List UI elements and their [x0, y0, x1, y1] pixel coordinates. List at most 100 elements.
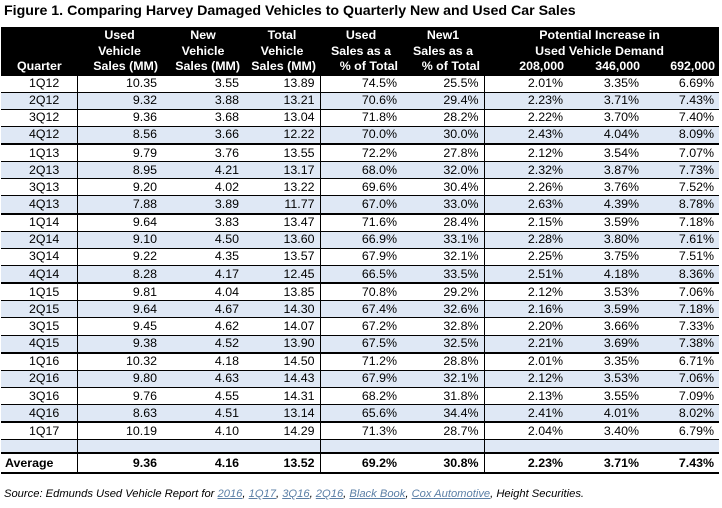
cell-demand-346000: 3.53%: [568, 370, 644, 389]
cell-demand-208000: 2.41%: [484, 404, 568, 424]
cell-used-sales: 8.95: [76, 161, 162, 180]
cell-total-sales: 13.14: [244, 404, 320, 424]
cell-demand-692000: 6.69%: [644, 75, 720, 93]
source-separator: ,: [405, 488, 412, 500]
cell-used-sales: 9.76: [76, 387, 162, 406]
table-row: 2Q14 9.10 4.50 13.60 66.9% 33.1% 2.28% 3.80% 7.6…: [1, 231, 720, 249]
table-row: 1Q15 9.81 4.04 13.85 70.8% 29.2% 2.12% 3.53% 7.0…: [1, 283, 720, 302]
table-row: 2Q16 9.80 4.63 14.43 67.9% 32.1% 2.12% 3.53% 7.0…: [1, 370, 720, 389]
cell-used-pct: 67.5%: [319, 335, 402, 354]
cell-demand-346000: 3.69%: [568, 335, 644, 354]
header-quarter: Quarter: [1, 58, 77, 76]
cell-used-pct: 74.5%: [319, 75, 402, 93]
cell-total-sales: 13.90: [244, 335, 320, 354]
source-note: Source: Edmunds Used Vehicle Report for …: [4, 488, 584, 500]
cell-used-sales: 8.28: [76, 265, 162, 285]
cell-total-sales: 13.04: [244, 109, 320, 127]
header-demand-208000: 208,000: [484, 58, 568, 76]
average-cell-demand-346000: 3.71%: [568, 453, 644, 475]
spacer-cell: [76, 439, 162, 455]
sales-table: Used New Total Used New1 Potential Incre…: [1, 27, 720, 475]
table-row: 1Q14 9.64 3.83 13.47 71.6% 28.4% 2.15% 3.59% 7.1…: [1, 213, 720, 232]
source-link-black-book[interactable]: Black Book: [349, 488, 406, 500]
cell-new-pct: 32.1%: [402, 370, 485, 389]
spacer-cell: [244, 439, 320, 455]
cell-new-sales: 3.88: [162, 92, 244, 110]
cell-new-pct: 28.2%: [402, 109, 485, 127]
cell-used-sales: 9.64: [76, 300, 162, 319]
cell-demand-692000: 7.07%: [644, 144, 720, 163]
spacer-row: [1, 439, 720, 455]
cell-used-pct: 70.0%: [319, 126, 402, 146]
cell-new-pct: 27.8%: [402, 144, 485, 163]
cell-demand-692000: 8.78%: [644, 195, 720, 215]
header-used-pct-line3: % of Total: [320, 58, 402, 76]
cell-demand-208000: 2.12%: [484, 370, 568, 389]
cell-demand-346000: 3.87%: [568, 161, 644, 180]
cell-used-sales: 9.38: [76, 335, 162, 354]
cell-used-sales: 9.79: [76, 144, 162, 163]
source-separator: ,: [343, 488, 350, 500]
cell-new-pct: 25.5%: [402, 75, 485, 93]
cell-used-sales: 9.45: [76, 317, 162, 336]
cell-new-pct: 32.8%: [402, 317, 485, 336]
cell-demand-208000: 2.32%: [484, 161, 568, 180]
cell-demand-346000: 3.35%: [568, 352, 644, 371]
table-row: 3Q16 9.76 4.55 14.31 68.2% 31.8% 2.13% 3.55% 7.0…: [1, 387, 720, 406]
table-row: 4Q15 9.38 4.52 13.90 67.5% 32.5% 2.21% 3.69% 7.3…: [1, 335, 720, 354]
cell-new-sales: 3.83: [162, 213, 244, 232]
cell-new-sales: 4.50: [162, 231, 244, 249]
cell-quarter: 3Q14: [1, 248, 77, 267]
cell-new-pct: 28.7%: [402, 422, 485, 441]
cell-demand-692000: 6.79%: [644, 422, 720, 441]
cell-new-sales: 4.63: [162, 370, 244, 389]
figure-title: Figure 1. Comparing Harvey Damaged Vehic…: [4, 3, 576, 19]
source-link-2016[interactable]: 2016: [217, 488, 243, 500]
cell-new-sales: 4.62: [162, 317, 244, 336]
average-cell-quarter: Average: [1, 453, 77, 475]
cell-total-sales: 14.30: [244, 300, 320, 319]
cell-total-sales: 13.89: [244, 75, 320, 93]
cell-total-sales: 13.57: [244, 248, 320, 267]
source-link-3q16[interactable]: 3Q16: [282, 488, 310, 500]
cell-demand-346000: 3.59%: [568, 213, 644, 232]
cell-demand-346000: 3.66%: [568, 317, 644, 336]
cell-new-sales: 4.55: [162, 387, 244, 406]
cell-quarter: 1Q15: [1, 283, 77, 302]
cell-quarter: 3Q13: [1, 178, 77, 197]
table-row: 3Q13 9.20 4.02 13.22 69.6% 30.4% 2.26% 3.76% 7.5…: [1, 178, 720, 197]
table-row: 1Q17 10.19 4.10 14.29 71.3% 28.7% 2.04% 3.40% 6.…: [1, 422, 720, 441]
cell-quarter: 2Q16: [1, 370, 77, 389]
cell-used-sales: 9.36: [76, 109, 162, 127]
source-link-cox-automotive[interactable]: Cox Automotive: [411, 488, 491, 500]
cell-quarter: 4Q15: [1, 335, 77, 354]
cell-new-sales: 3.76: [162, 144, 244, 163]
cell-used-pct: 66.9%: [319, 231, 402, 249]
cell-total-sales: 14.07: [244, 317, 320, 336]
header-total-vehicle-sales-line2: Vehicle: [244, 42, 320, 58]
cell-new-sales: 4.04: [162, 283, 244, 302]
cell-demand-346000: 4.18%: [568, 265, 644, 285]
table-row: 3Q15 9.45 4.62 14.07 67.2% 32.8% 2.20% 3.66% 7.3…: [1, 317, 720, 336]
source-link-2q16[interactable]: 2Q16: [315, 488, 344, 500]
cell-used-sales: 9.64: [76, 213, 162, 232]
cell-demand-692000: 7.06%: [644, 370, 720, 389]
cell-demand-346000: 3.54%: [568, 144, 644, 163]
header-used-vehicle-sales-line1: Used: [77, 27, 162, 43]
spacer-cell: [402, 439, 485, 455]
cell-quarter: 2Q13: [1, 161, 77, 180]
cell-used-sales: 10.32: [76, 352, 162, 371]
cell-total-sales: 13.17: [244, 161, 320, 180]
cell-demand-692000: 7.06%: [644, 283, 720, 302]
cell-used-pct: 67.4%: [319, 300, 402, 319]
table-row: 4Q12 8.56 3.66 12.22 70.0% 30.0% 2.43% 4.04% 8.0…: [1, 126, 720, 146]
source-link-1q17[interactable]: 1Q17: [248, 488, 276, 500]
cell-total-sales: 12.22: [244, 126, 320, 146]
cell-demand-346000: 4.39%: [568, 195, 644, 215]
table-row: 1Q13 9.79 3.76 13.55 72.2% 27.8% 2.12% 3.54% 7.0…: [1, 144, 720, 163]
cell-demand-208000: 2.12%: [484, 144, 568, 163]
spacer-cell: [1, 439, 77, 455]
cell-used-pct: 66.5%: [319, 265, 402, 285]
table-row: 4Q13 7.88 3.89 11.77 67.0% 33.0% 2.63% 4.39% 8.7…: [1, 195, 720, 215]
